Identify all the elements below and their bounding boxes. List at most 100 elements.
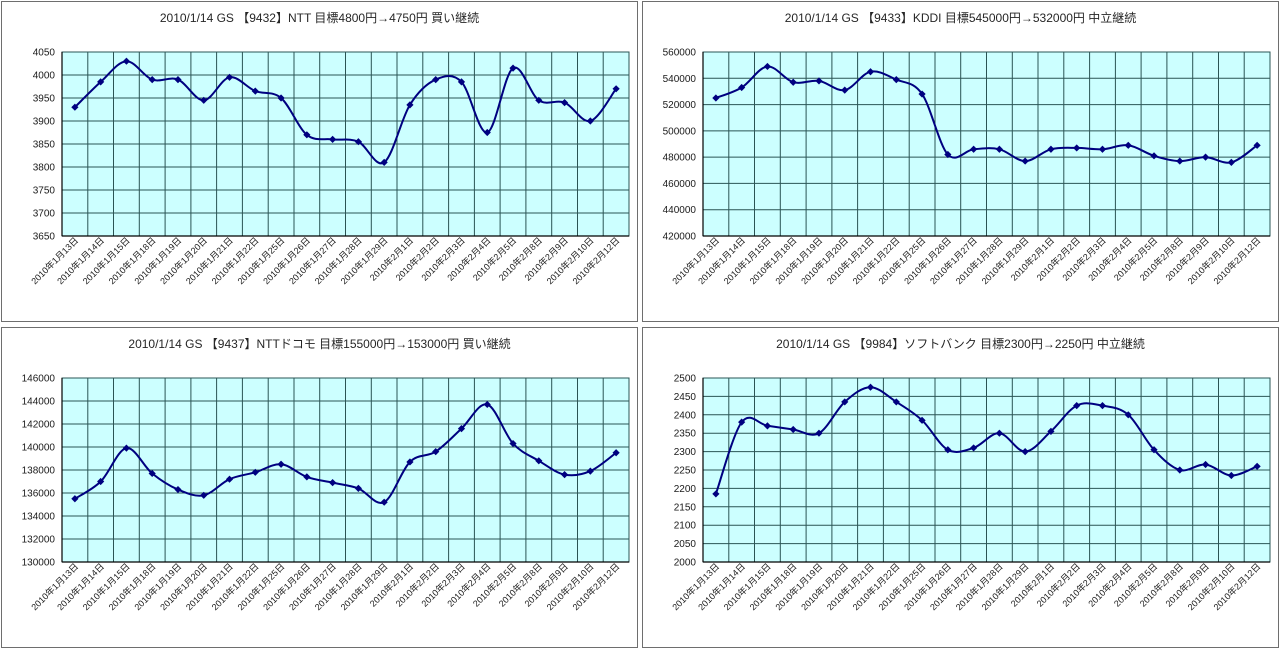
svg-text:3700: 3700 [33,209,56,220]
data-point [225,73,234,81]
svg-text:2200: 2200 [674,484,697,495]
data-point [380,158,388,166]
data-point [71,103,79,111]
svg-text:2350: 2350 [674,429,697,440]
data-point [303,131,311,139]
data-point [509,439,517,448]
svg-text:560000: 560000 [663,48,697,59]
x-axis-labels: 2010年1月13日2010年1月14日2010年1月15日2010年1月18日… [29,561,622,613]
svg-text:2010年2月4日: 2010年2月4日 [1086,235,1134,283]
chart-panel-ntt-9432: 2010/1/14 GS 【9432】NTT 目標4800円→4750円 買い継… [1,1,638,322]
svg-text:2010年2月3日: 2010年2月3日 [419,235,467,283]
svg-text:4000: 4000 [33,71,56,82]
svg-text:2010年2月5日: 2010年2月5日 [1111,561,1159,609]
svg-text:142000: 142000 [22,420,56,431]
svg-text:2000: 2000 [674,558,697,569]
data-point [560,99,569,107]
svg-text:2010年2月8日: 2010年2月8日 [496,235,544,283]
data-point [1176,466,1184,474]
data-point [174,485,182,494]
data-point [841,398,849,406]
svg-text:2010年2月4日: 2010年2月4日 [445,235,493,283]
data-point [1176,157,1184,165]
data-point [1201,153,1210,161]
svg-text:136000: 136000 [22,489,56,500]
data-point [970,145,978,153]
svg-text:146000: 146000 [22,374,56,385]
data-point [535,96,543,104]
data-point [1021,157,1029,165]
data-point [457,78,466,86]
svg-text:2010年2月8日: 2010年2月8日 [1137,235,1185,283]
svg-text:2500: 2500 [674,374,697,385]
data-line [714,386,1258,495]
data-point [97,78,105,86]
data-point [1073,144,1081,152]
data-point [406,458,414,466]
svg-text:2010年2月1日: 2010年2月1日 [1008,561,1056,609]
svg-text:2010年2月2日: 2010年2月2日 [393,561,441,609]
data-point [303,473,311,481]
svg-text:2010年2月3日: 2010年2月3日 [1060,561,1108,609]
data-point [97,477,105,486]
chart-panel-softbank-9984: 2010/1/14 GS 【9984】ソフトバンク 目標2300円→2250円 … [642,327,1279,648]
svg-text:440000: 440000 [663,205,697,216]
svg-text:2010年2月3日: 2010年2月3日 [419,561,467,609]
data-point [995,145,1003,153]
data-point [457,425,466,433]
line-chart: 2000 2050 2100 2150 2200 2250 2300 2350 2400 2450… [670,374,1271,613]
svg-text:2150: 2150 [674,502,697,513]
data-point [483,128,491,137]
data-point [380,498,388,506]
data-point [122,57,131,65]
data-point [174,76,182,84]
svg-text:2010年2月8日: 2010年2月8日 [496,561,544,609]
data-point [329,135,337,143]
x-axis-labels: 2010年1月13日2010年1月14日2010年1月15日2010年1月18日… [670,561,1263,613]
data-point [1227,471,1235,480]
data-point [1047,145,1055,153]
data-line [74,403,617,504]
data-point [1253,462,1261,470]
svg-text:2010年2月2日: 2010年2月2日 [1034,561,1082,609]
data-point [612,449,620,457]
data-point [763,62,772,71]
chart-panel-docomo-9437: 2010/1/14 GS 【9437】NTTドコモ 目標155000円→1530… [1,327,638,648]
y-axis-labels: 420000 440000 460000 480000 500000 520000 5400… [663,48,697,243]
data-point-markers [71,57,620,166]
x-axis-labels: 2010年1月13日2010年1月14日2010年1月15日2010年1月18日… [29,235,622,287]
svg-text:2010年2月2日: 2010年2月2日 [1034,235,1082,283]
svg-text:2010年2月3日: 2010年2月3日 [1060,235,1108,283]
svg-text:2010年2月5日: 2010年2月5日 [470,561,518,609]
data-point [406,101,414,109]
data-point [71,495,79,503]
svg-text:134000: 134000 [22,512,56,523]
svg-text:2010年2月8日: 2010年2月8日 [1137,561,1185,609]
line-chart: 420000 440000 460000 480000 500000 520000 5400… [663,48,1271,286]
svg-text:520000: 520000 [663,100,697,111]
svg-text:480000: 480000 [663,153,697,164]
gridlines [703,52,1270,236]
chart-title: 2010/1/14 GS 【9432】NTT 目標4800円→4750円 買い継… [159,11,480,25]
chart-title: 2010/1/14 GS 【9984】ソフトバンク 目標2300円→2250円 … [776,337,1145,351]
svg-text:2010年2月1日: 2010年2月1日 [367,561,415,609]
data-point [1098,402,1107,410]
data-point [277,94,285,102]
data-point [1150,446,1158,454]
data-point [277,460,285,468]
data-point [432,76,440,84]
svg-text:3900: 3900 [33,117,56,128]
svg-text:2450: 2450 [674,392,697,403]
svg-text:2300: 2300 [674,447,697,458]
svg-text:144000: 144000 [22,397,56,408]
data-point [1098,145,1107,153]
svg-text:2010年2月1日: 2010年2月1日 [1008,235,1056,283]
y-axis-labels: 3650 3700 3750 3800 3850 3900 3950 4000 4050 [33,48,56,243]
data-point [354,138,362,146]
svg-text:2010年2月4日: 2010年2月4日 [445,561,493,609]
y-axis-labels: 130000 132000 134000 136000 138000 140000 1420… [22,374,56,569]
data-point [612,85,620,93]
line-chart: 3650 3700 3750 3800 3850 3900 3950 4000 4050 2010… [29,48,630,287]
data-point [738,418,746,426]
